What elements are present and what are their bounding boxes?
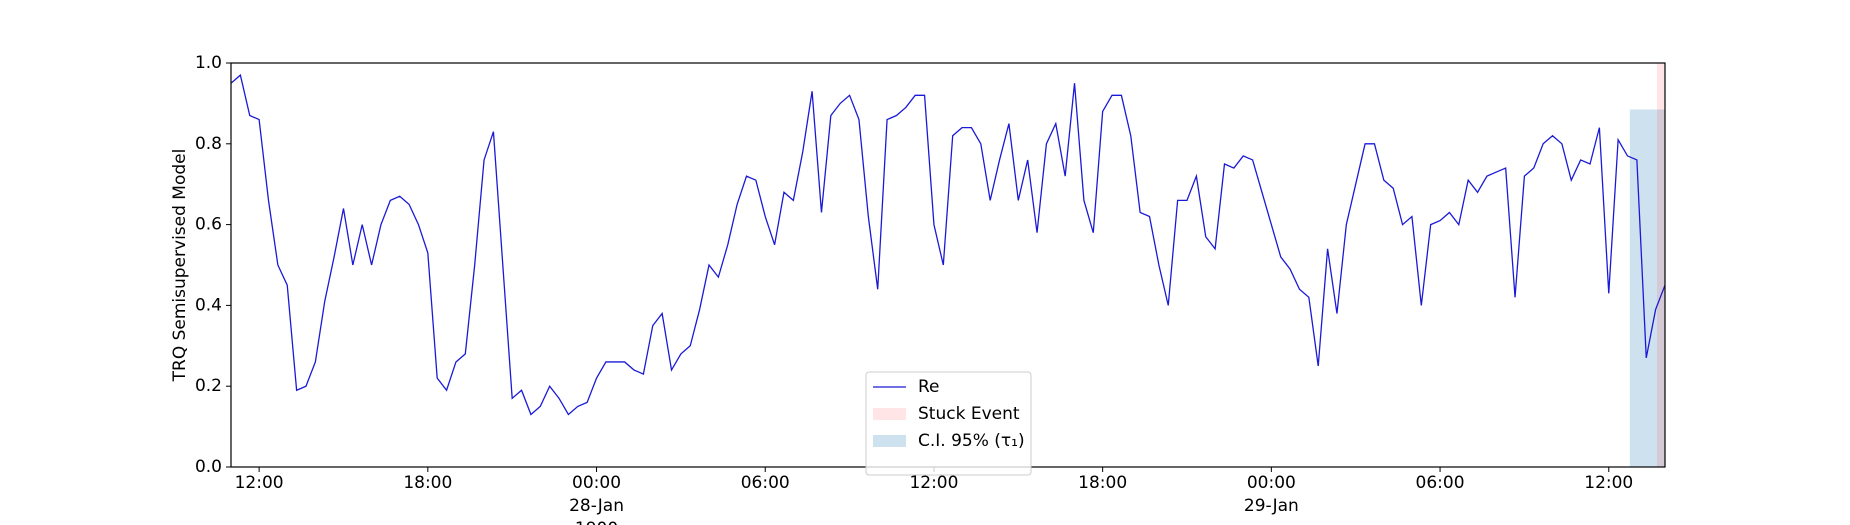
y-tick-label: 0.2 <box>195 376 222 396</box>
span <box>1629 109 1665 468</box>
legend-label: Re <box>918 377 940 397</box>
x-tick-label: 18:00 <box>403 473 452 493</box>
x-tick-label: 18:00 <box>1078 473 1127 493</box>
x-tick-label: 06:00 <box>741 473 790 493</box>
data-line <box>230 73 1666 416</box>
span <box>1657 63 1665 467</box>
y-tick-label: 0.4 <box>195 295 222 315</box>
x-tick-label: 12:00 <box>909 473 958 493</box>
x-tick-label: 06:00 <box>1416 473 1465 493</box>
y-tick-label: 1.0 <box>195 53 222 73</box>
x-tick-label: 12:00 <box>235 473 284 493</box>
legend-label: Stuck Event <box>918 404 1020 424</box>
y-tick-label: 0.6 <box>195 215 222 235</box>
x-tick-label: 00:00 29-Jan <box>1244 473 1299 516</box>
y-tick-label: 0.8 <box>195 134 222 154</box>
y-tick-label: 0.0 <box>195 457 222 477</box>
legend-patch <box>873 435 906 447</box>
x-tick-label: 12:00 <box>1584 473 1633 493</box>
legend: Re Stuck Event C.I. 95% (τ₁) <box>865 371 1032 476</box>
legend-box <box>865 371 1032 476</box>
legend-label: C.I. 95% (τ₁) <box>918 431 1025 451</box>
legend-patch <box>873 408 906 420</box>
y-axis-label: TRQ Semisupervised Model <box>170 149 190 383</box>
